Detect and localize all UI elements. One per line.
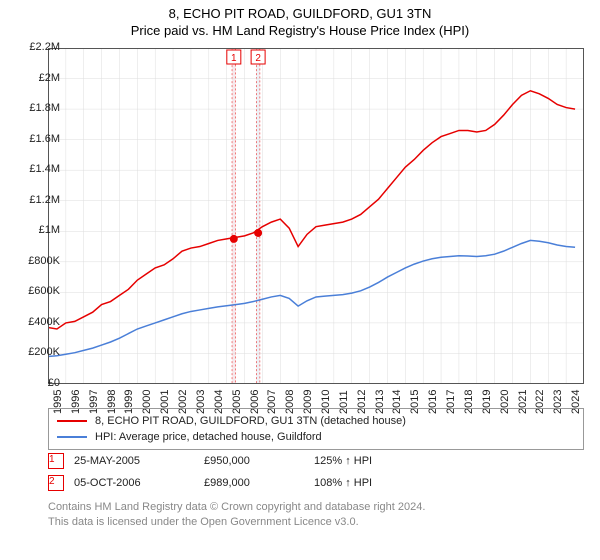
transaction-marker: 2: [48, 475, 64, 491]
y-tick-label: £200K: [10, 346, 60, 358]
y-tick-label: £1.8M: [10, 102, 60, 114]
y-tick-label: £2.2M: [10, 41, 60, 53]
transaction-price: £989,000: [204, 477, 314, 489]
footer-line1: Contains HM Land Registry data © Crown c…: [48, 500, 425, 515]
transaction-hpi: 125% ↑ HPI: [314, 455, 424, 467]
footer-attribution: Contains HM Land Registry data © Crown c…: [48, 500, 425, 531]
legend-item: 8, ECHO PIT ROAD, GUILDFORD, GU1 3TN (de…: [57, 413, 575, 429]
legend-swatch: [57, 436, 87, 438]
page-title-line1: 8, ECHO PIT ROAD, GUILDFORD, GU1 3TN: [0, 6, 600, 21]
y-tick-label: £1M: [10, 224, 60, 236]
legend-swatch: [57, 420, 87, 422]
transaction-price: £950,000: [204, 455, 314, 467]
y-tick-label: £800K: [10, 255, 60, 267]
y-tick-label: £600K: [10, 285, 60, 297]
y-tick-label: £1.2M: [10, 194, 60, 206]
y-tick-label: £2M: [10, 72, 60, 84]
legend-label: HPI: Average price, detached house, Guil…: [95, 431, 322, 443]
footer-line2: This data is licensed under the Open Gov…: [48, 515, 425, 530]
y-tick-label: £0: [10, 377, 60, 389]
svg-text:2: 2: [255, 53, 261, 64]
legend: 8, ECHO PIT ROAD, GUILDFORD, GU1 3TN (de…: [48, 408, 584, 450]
transaction-date: 25-MAY-2005: [74, 455, 204, 467]
legend-label: 8, ECHO PIT ROAD, GUILDFORD, GU1 3TN (de…: [95, 415, 406, 427]
legend-item: HPI: Average price, detached house, Guil…: [57, 429, 575, 445]
y-tick-label: £400K: [10, 316, 60, 328]
transaction-hpi: 108% ↑ HPI: [314, 477, 424, 489]
chart-svg: 12: [48, 48, 584, 384]
y-tick-label: £1.6M: [10, 133, 60, 145]
y-tick-label: £1.4M: [10, 163, 60, 175]
chart: 12: [48, 48, 584, 384]
transaction-row: 2 05-OCT-2006£989,000108% ↑ HPI: [48, 472, 424, 494]
transactions-table: 1 25-MAY-2005£950,000125% ↑ HPI 2 05-OCT-20…: [48, 450, 424, 494]
transaction-row: 1 25-MAY-2005£950,000125% ↑ HPI: [48, 450, 424, 472]
transaction-marker: 1: [48, 453, 64, 469]
svg-text:1: 1: [231, 53, 237, 64]
transaction-date: 05-OCT-2006: [74, 477, 204, 489]
page-title-line2: Price paid vs. HM Land Registry's House …: [0, 23, 600, 38]
